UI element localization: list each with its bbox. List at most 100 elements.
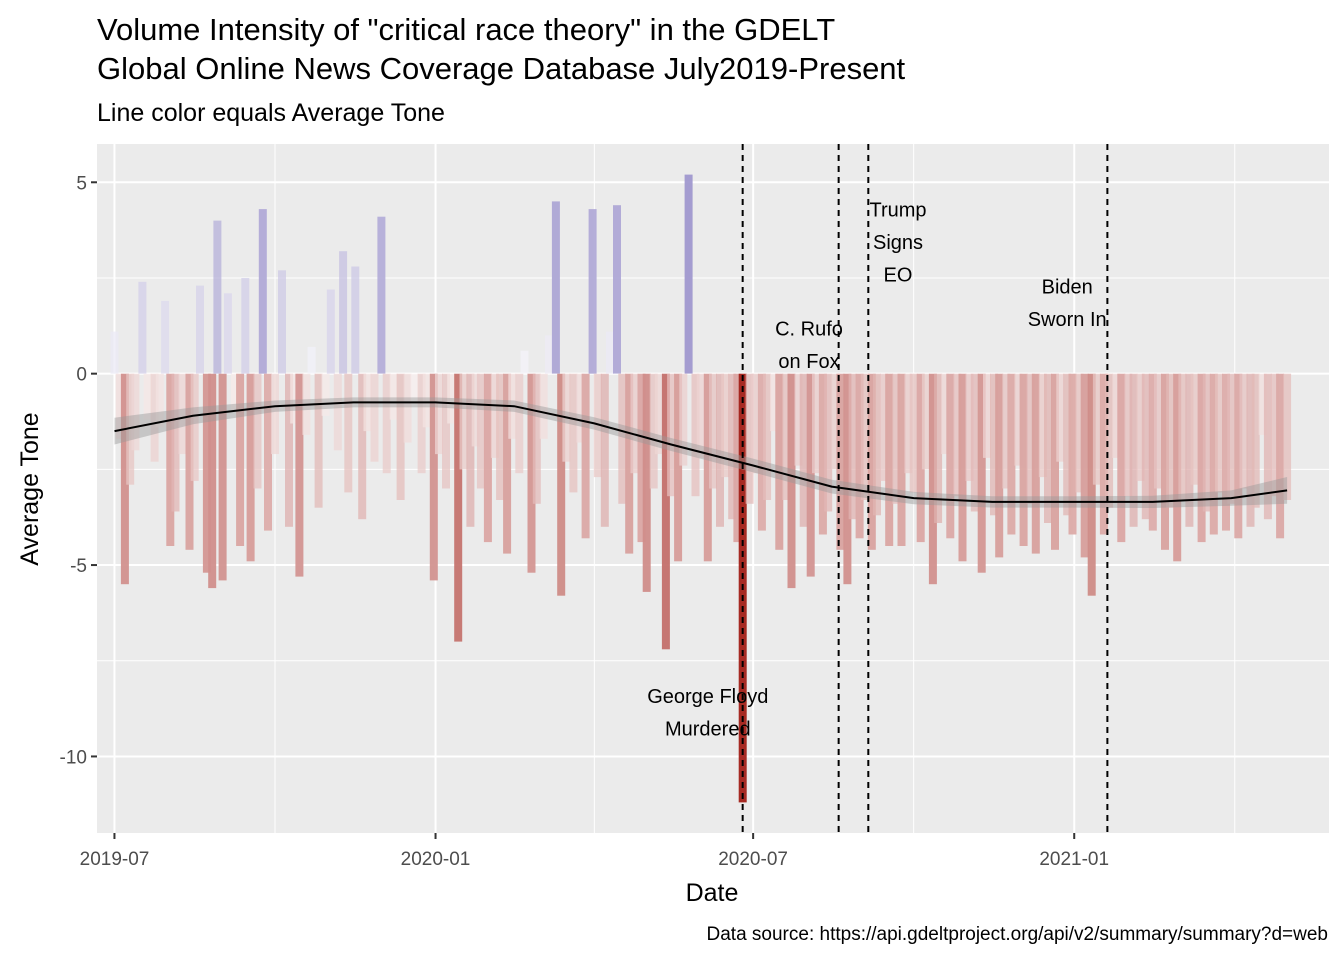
tone-bar (131, 373, 140, 451)
y-tick-label: -5 (70, 556, 87, 577)
tone-bar (1105, 373, 1114, 508)
tone-bar (1258, 373, 1267, 435)
tone-bar (1251, 373, 1260, 508)
tone-bar (278, 270, 286, 374)
y-tick-label: 5 (76, 173, 87, 194)
event-label-3-1: Sworn In (1028, 309, 1107, 331)
tone-bar (630, 373, 639, 474)
tone-bar (873, 373, 881, 516)
tone-bar (684, 174, 693, 374)
tone-bar (155, 373, 164, 428)
y-axis: 5 0 -5 -10 (60, 173, 97, 768)
tone-bar (733, 373, 742, 543)
tone-bar (892, 373, 901, 504)
tone-bar (1178, 373, 1187, 500)
tone-bar (410, 373, 419, 405)
tone-bar (285, 373, 293, 527)
tone-bar (351, 266, 360, 374)
tone-bar (787, 373, 796, 589)
tone-bar (642, 373, 651, 592)
tone-bar (442, 373, 450, 489)
tone-bar (1026, 373, 1035, 504)
tone-bar (126, 373, 135, 485)
tone-bar (1185, 373, 1194, 527)
tone-bar (1056, 373, 1065, 462)
tone-bar (1014, 373, 1023, 466)
tone-bar (483, 373, 492, 543)
tone-bar (1002, 373, 1011, 489)
tone-bar (314, 373, 323, 508)
tone-bar (1080, 373, 1089, 558)
tone-bar (246, 373, 255, 562)
tone-bar (333, 373, 342, 451)
tone-bar (143, 373, 152, 420)
event-lines: George Floyd Murdered C. Rufo on Fox Trump Si… (647, 144, 1109, 833)
tone-bar (459, 373, 468, 470)
tone-bar (569, 373, 578, 493)
tone-bar (818, 373, 827, 535)
tone-bar (1209, 373, 1218, 535)
tone-bar (1202, 373, 1211, 512)
tone-bar (953, 373, 962, 497)
tone-bar (995, 373, 1004, 558)
tone-bar (588, 209, 597, 374)
tone-bar (382, 373, 391, 474)
tone-bar (171, 373, 180, 512)
tone-bar (1099, 373, 1108, 535)
tone-bar (709, 373, 717, 489)
tone-bar (403, 373, 412, 443)
tone-bar (241, 278, 250, 374)
tone-bar (339, 251, 348, 374)
tone-bar (880, 373, 888, 481)
tone-bar (377, 216, 386, 374)
tone-bar (520, 350, 529, 374)
tone-bar (1161, 373, 1169, 550)
tone-bar (867, 373, 876, 550)
tone-bar (190, 373, 199, 481)
tone-bar (928, 373, 937, 585)
tone-bar (1166, 373, 1175, 508)
tone-bar (946, 373, 955, 539)
tone-bar (1227, 373, 1236, 504)
tone-bar (763, 373, 772, 500)
tone-bar (855, 373, 864, 539)
tone-bar (1051, 373, 1059, 550)
tone-bar (909, 373, 918, 493)
y-tick-label: -10 (60, 747, 87, 768)
smooth-trend (114, 397, 1288, 508)
tone-bar (344, 373, 353, 493)
tone-bar (799, 373, 808, 527)
tone-bar (824, 373, 833, 512)
tone-bar (264, 373, 272, 531)
tone-bar (358, 373, 367, 520)
tone-bar (904, 373, 913, 474)
tone-bar (1246, 373, 1255, 527)
tone-bar (1087, 373, 1096, 596)
tone-bar (1124, 373, 1133, 497)
tone-bar (166, 373, 175, 546)
tone-bar (429, 373, 438, 581)
y-axis-title: Average Tone (16, 412, 44, 565)
tone-bar (196, 285, 204, 374)
tone-bar (1263, 373, 1272, 520)
tone-bar (476, 373, 485, 489)
tone-bar (983, 373, 991, 458)
tone-bar (618, 373, 627, 504)
tone-bar (941, 373, 950, 455)
tone-bar (223, 293, 232, 374)
tone-bar (110, 331, 119, 374)
tone-bar (202, 373, 211, 573)
tone-bar (138, 281, 147, 374)
tone-bar (1173, 373, 1182, 562)
tone-bar (290, 373, 299, 424)
tone-bar (770, 373, 779, 432)
tone-bar (115, 373, 124, 439)
tone-bar (295, 373, 304, 577)
tone-bar (1112, 373, 1121, 458)
tone-bar (150, 373, 159, 462)
x-tick-label: 2020-01 (401, 849, 471, 870)
tone-bar (1270, 373, 1279, 497)
tone-bar (958, 373, 967, 562)
tone-bar (230, 373, 239, 412)
